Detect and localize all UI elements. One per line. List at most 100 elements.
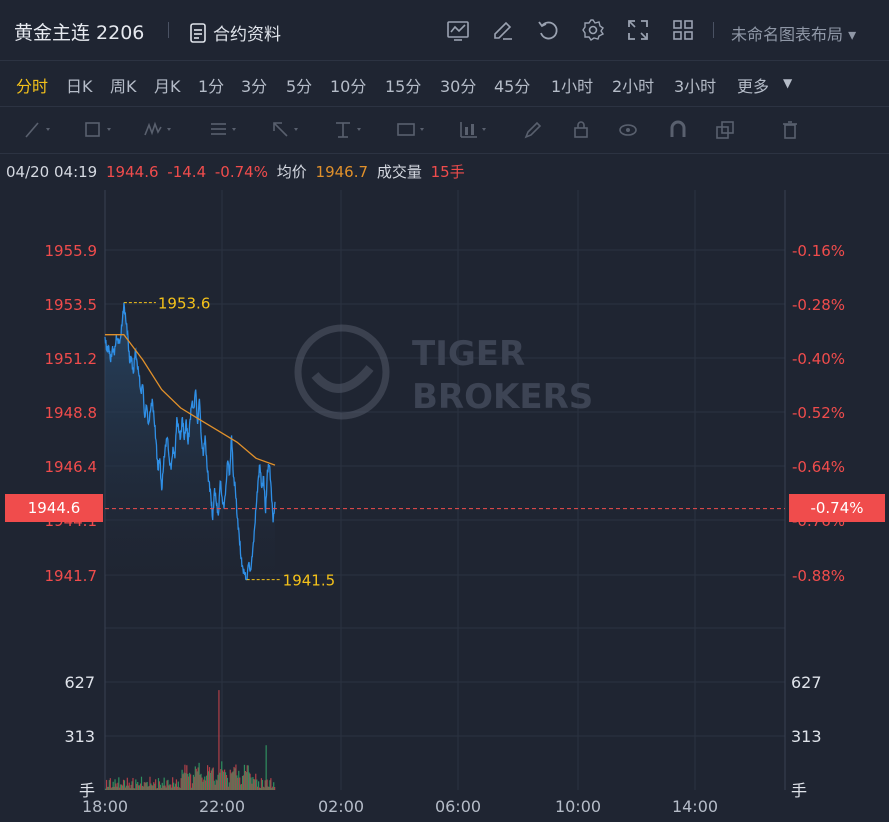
period-tab[interactable]: 日K	[66, 77, 93, 96]
volume-bar	[210, 770, 212, 790]
volume-bar	[208, 767, 211, 790]
period-tab[interactable]: 分时	[16, 77, 49, 96]
period-tab[interactable]: 1分	[198, 77, 225, 96]
volume-bar	[273, 782, 275, 790]
volume-bar	[221, 761, 223, 790]
period-tab[interactable]: 1小时	[551, 77, 594, 96]
chart-template-icon[interactable]	[446, 18, 470, 42]
y-tick-label: 1941.7	[45, 567, 98, 585]
volume-bar	[255, 773, 257, 790]
volume-bar	[258, 781, 260, 790]
contract-info-button[interactable]: 合约资料	[189, 20, 281, 45]
magnet-icon[interactable]	[668, 119, 698, 141]
volume-bar	[253, 778, 255, 790]
period-tab[interactable]: 2小时	[612, 77, 655, 96]
volume-bar	[121, 784, 123, 790]
volume-bar	[241, 784, 243, 790]
volume-bar	[202, 781, 204, 790]
layout-dropdown[interactable]: 未命名图表布局 ▾	[731, 21, 856, 45]
volume-bar	[111, 787, 113, 790]
volume-bar	[136, 783, 138, 790]
edit-icon[interactable]	[491, 18, 515, 42]
volume-bar	[205, 780, 207, 790]
volume-bar	[241, 775, 244, 790]
volume-bar	[224, 769, 226, 790]
volume-bar	[139, 785, 141, 790]
volume-bar	[124, 787, 127, 790]
volume-bar	[188, 776, 190, 790]
fullscreen-icon[interactable]	[626, 18, 650, 42]
volume-bar	[265, 745, 267, 790]
y-tick-label: 1951.2	[45, 350, 98, 368]
volume-bar	[267, 786, 269, 790]
current-pct-badge: -0.74%	[789, 494, 885, 522]
price-area	[105, 302, 275, 580]
volume-bar	[114, 779, 116, 790]
volume-bar	[207, 771, 210, 790]
volume-bar	[150, 783, 152, 790]
period-tab[interactable]: 45分	[494, 77, 531, 96]
volume-tick-label: 手	[79, 781, 95, 800]
settings-icon[interactable]	[581, 18, 605, 42]
low-label: 1941.5	[283, 572, 336, 590]
line-tool-icon[interactable]	[22, 119, 52, 141]
divider	[713, 22, 714, 38]
volume-bar	[232, 771, 234, 790]
x-tick-label: 02:00	[318, 797, 364, 816]
period-tab[interactable]: 周K	[110, 77, 137, 96]
undo-icon[interactable]	[536, 18, 560, 42]
volume-bar	[270, 778, 272, 790]
period-tab[interactable]: 更多	[737, 77, 770, 96]
y-tick-label-pct: -0.64%	[792, 458, 845, 476]
volume-bar	[198, 762, 200, 790]
period-tab[interactable]: 3小时	[674, 77, 717, 96]
volume-bar	[212, 767, 214, 790]
fib-tool-icon[interactable]	[333, 119, 363, 141]
quote-change: -14.4	[167, 163, 207, 181]
indicator-tool-icon[interactable]	[458, 119, 488, 141]
x-tick-label: 18:00	[82, 797, 128, 816]
period-tab[interactable]: 15分	[385, 77, 422, 96]
volume-bar	[216, 780, 218, 790]
label-tool-icon[interactable]	[396, 119, 426, 141]
volume-bar	[190, 774, 192, 790]
volume-bar	[108, 780, 110, 790]
volume-bar	[200, 773, 202, 790]
volume-bar	[217, 774, 219, 790]
rect-tool-icon[interactable]	[83, 119, 113, 141]
wave-tool-icon[interactable]	[143, 119, 173, 141]
volume-bar	[109, 778, 111, 790]
grid-layout-icon[interactable]	[671, 18, 695, 42]
volume-bar	[135, 779, 137, 790]
volume-bar	[234, 768, 236, 790]
lock-icon[interactable]	[571, 119, 601, 141]
volume-bar	[123, 780, 126, 790]
copy-icon[interactable]	[715, 119, 745, 141]
volume-bar	[227, 786, 229, 790]
volume-bar	[174, 783, 177, 790]
period-tab[interactable]: 10分	[330, 77, 367, 96]
period-tab[interactable]: 5分	[286, 77, 313, 96]
y-tick-label: 1948.8	[45, 404, 98, 422]
period-tab[interactable]: 30分	[440, 77, 477, 96]
volume-bar	[156, 788, 159, 790]
divider	[168, 22, 169, 38]
brush-icon[interactable]	[522, 119, 552, 141]
text-style-tool-icon[interactable]	[208, 119, 238, 141]
volume-bar	[252, 777, 254, 790]
period-tab[interactable]: 3分	[241, 77, 268, 96]
volume-bar	[149, 776, 151, 790]
volume-bar	[199, 774, 201, 790]
volume-bar	[159, 784, 161, 790]
eye-icon[interactable]	[618, 119, 648, 141]
volume-bar	[119, 787, 121, 790]
volume-bar	[244, 770, 246, 790]
arrow-tool-icon[interactable]	[270, 119, 300, 141]
volume-bar	[233, 766, 235, 790]
volume-bar	[246, 765, 248, 790]
period-tab[interactable]: 月K	[154, 77, 181, 96]
trash-icon[interactable]	[780, 119, 810, 141]
caret-down-icon[interactable]: ▼	[783, 76, 793, 90]
volume-bar	[218, 690, 220, 790]
